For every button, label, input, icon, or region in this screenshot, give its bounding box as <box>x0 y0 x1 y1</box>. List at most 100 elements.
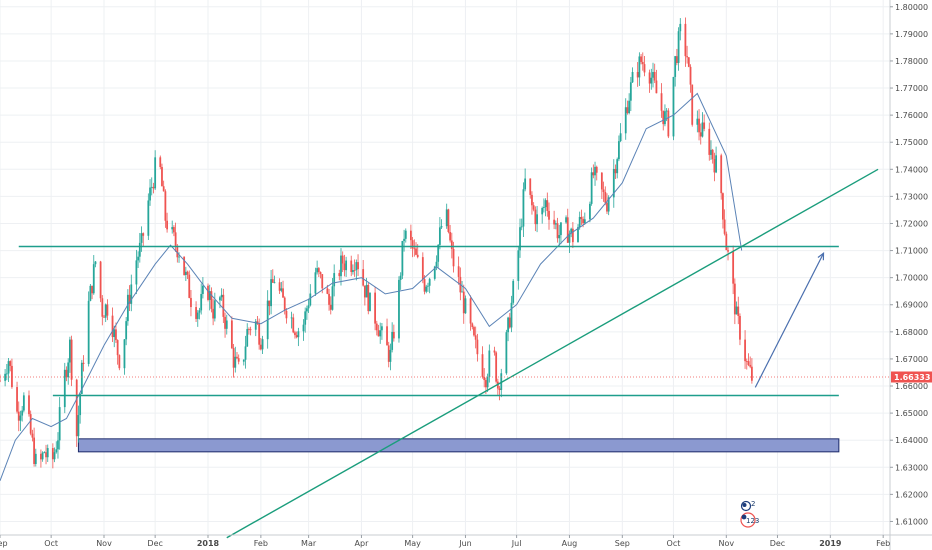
candle-body <box>471 323 474 328</box>
current-price-tag[interactable] <box>891 371 932 383</box>
projection-arrow-shaft[interactable] <box>754 253 825 388</box>
candle <box>329 296 332 315</box>
demand-zone-rectangle[interactable] <box>77 438 840 453</box>
candle-body <box>435 261 438 267</box>
candle-body <box>626 107 629 114</box>
candle-body <box>696 118 699 125</box>
candle-body <box>413 248 416 250</box>
candle-body <box>461 291 463 293</box>
candle-body <box>150 186 153 188</box>
price-tick-label: 1.70000 <box>895 274 928 283</box>
candle-body <box>147 200 150 236</box>
candle <box>164 189 167 228</box>
candle-body <box>566 217 569 243</box>
candle-body <box>329 304 332 310</box>
candle-body <box>208 291 211 300</box>
candle-body <box>519 227 521 251</box>
candle-body <box>273 282 276 284</box>
candle-body <box>220 294 223 298</box>
candle-body <box>462 291 465 314</box>
candle <box>295 331 298 339</box>
candle <box>190 290 192 317</box>
candle-body <box>665 110 668 112</box>
time-tick-label: Nov <box>719 539 735 548</box>
candle-body <box>571 228 574 243</box>
candle-body <box>130 284 133 304</box>
candle-body <box>428 278 431 286</box>
candle <box>17 401 20 432</box>
candle-body <box>389 349 392 362</box>
time-axis[interactable]: Sep Oct Nov Dec 2018 Feb Mar Apr May Jun Jul Aug Sep… <box>0 534 932 548</box>
candle-body <box>135 260 138 285</box>
candle <box>674 55 677 87</box>
candle-body <box>236 356 238 359</box>
candle <box>69 336 71 373</box>
candle-body <box>341 255 344 264</box>
candle <box>733 278 736 325</box>
candle-body <box>63 369 66 408</box>
candle <box>99 260 102 303</box>
candle-body <box>398 279 400 339</box>
candle-body <box>159 157 162 168</box>
candle-body <box>655 80 658 94</box>
candle <box>152 182 155 194</box>
price-axis[interactable]: 1.61000 1.62000 1.63000 1.64000 1.65000 1.660… <box>889 0 932 550</box>
candle <box>237 354 240 365</box>
candle-body <box>565 217 567 223</box>
candle <box>428 277 431 294</box>
candle <box>541 206 544 224</box>
time-tick-label: Dec <box>147 539 162 548</box>
candle <box>210 287 213 313</box>
candle-body <box>302 324 305 332</box>
time-tick-label: Mar <box>301 539 317 548</box>
candle-body <box>295 335 298 338</box>
candle-body <box>190 297 192 308</box>
event-badge-top[interactable]: 2 <box>740 500 756 512</box>
event-badge-bottom[interactable]: 123 <box>740 512 759 528</box>
candle-body <box>21 410 24 416</box>
candle-body <box>246 329 249 347</box>
projection-arrow-head[interactable] <box>817 252 825 261</box>
candle-body <box>200 293 203 311</box>
candle <box>270 269 272 315</box>
candle <box>159 155 162 170</box>
candle-body <box>517 250 520 281</box>
candle-body <box>365 284 368 298</box>
candle <box>578 211 581 230</box>
candle <box>600 172 603 200</box>
candle <box>624 98 627 140</box>
candle-body <box>568 233 571 243</box>
event-badges[interactable]: 2 123 <box>740 500 759 528</box>
candle <box>297 327 300 347</box>
candle <box>462 284 465 324</box>
candle <box>457 256 460 285</box>
candle-body <box>116 340 119 356</box>
candle-body <box>178 256 180 258</box>
candle <box>679 18 682 41</box>
candle-body <box>317 268 320 273</box>
candle <box>212 298 215 326</box>
candle <box>268 300 271 316</box>
candle-body <box>244 346 247 360</box>
candle-body <box>350 260 353 273</box>
drawings-over[interactable] <box>0 168 890 539</box>
trendline[interactable] <box>226 168 879 539</box>
candle <box>200 283 203 315</box>
candle-body <box>249 329 252 331</box>
candle-body <box>727 250 729 252</box>
candle <box>464 295 467 314</box>
candle-body <box>469 298 472 324</box>
candle-body <box>698 118 700 133</box>
drawings-under <box>77 438 840 453</box>
candle-body <box>554 223 557 225</box>
candle-body <box>5 373 8 375</box>
candle <box>392 324 395 342</box>
candle <box>675 48 678 66</box>
candle-body <box>232 348 235 368</box>
candle-body <box>612 168 615 198</box>
candle-body <box>352 270 354 273</box>
time-tick-label: May <box>404 539 421 548</box>
candle-body <box>115 329 117 341</box>
candle-body <box>196 312 199 319</box>
